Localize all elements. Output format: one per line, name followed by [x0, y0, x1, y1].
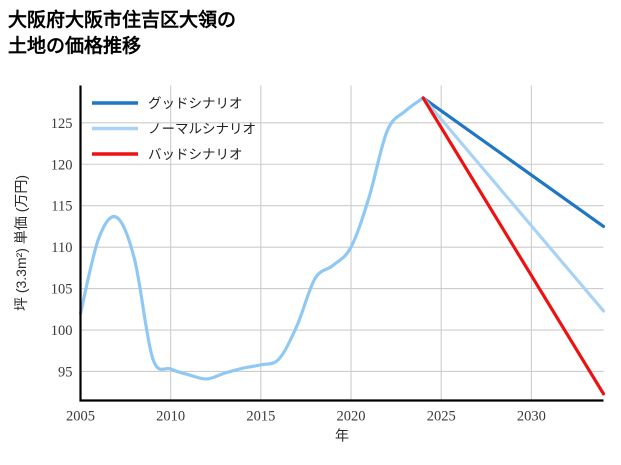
y-tick-label: 110	[51, 240, 72, 256]
y-axis-tick-labels: 95 100 105 110 115 120 125	[51, 116, 73, 381]
x-tick-label: 2020	[337, 409, 366, 425]
axis-titles: 年 坪 (3.3m²) 単価 (万円)	[13, 175, 349, 444]
page-title: 大阪府大阪市住吉区大領の 土地の価格推移	[8, 10, 237, 57]
y-tick-label: 105	[51, 282, 73, 298]
x-tick-label: 2005	[66, 409, 95, 425]
series-line	[421, 96, 606, 396]
x-axis-title: 年	[335, 428, 349, 444]
x-axis-tick-labels: 2005 2010 2015 2020 2025 2030	[66, 409, 546, 425]
gridlines	[79, 85, 604, 401]
y-tick-label: 115	[51, 199, 72, 215]
y-tick-label: 100	[51, 323, 73, 339]
y-tick-label: 95	[58, 364, 73, 380]
y-axis-title: 坪 (3.3m²) 単価 (万円)	[13, 175, 29, 311]
x-tick-label: 2025	[427, 409, 456, 425]
x-tick-label: 2030	[517, 409, 546, 425]
x-tick-label: 2010	[156, 409, 185, 425]
y-tick-label: 125	[51, 116, 73, 132]
legend-label: グッドシナリオ	[148, 96, 243, 111]
axis-frame	[79, 85, 604, 402]
legend-label: ノーマルシナリオ	[148, 122, 256, 137]
y-tick-label: 120	[51, 157, 73, 173]
axes	[79, 85, 604, 402]
x-tick-label: 2015	[246, 409, 275, 425]
series-line	[421, 96, 606, 313]
series-line	[78, 96, 425, 381]
series-group	[78, 96, 606, 396]
legend-label: バッドシナリオ	[148, 147, 243, 162]
series-line	[421, 96, 606, 229]
